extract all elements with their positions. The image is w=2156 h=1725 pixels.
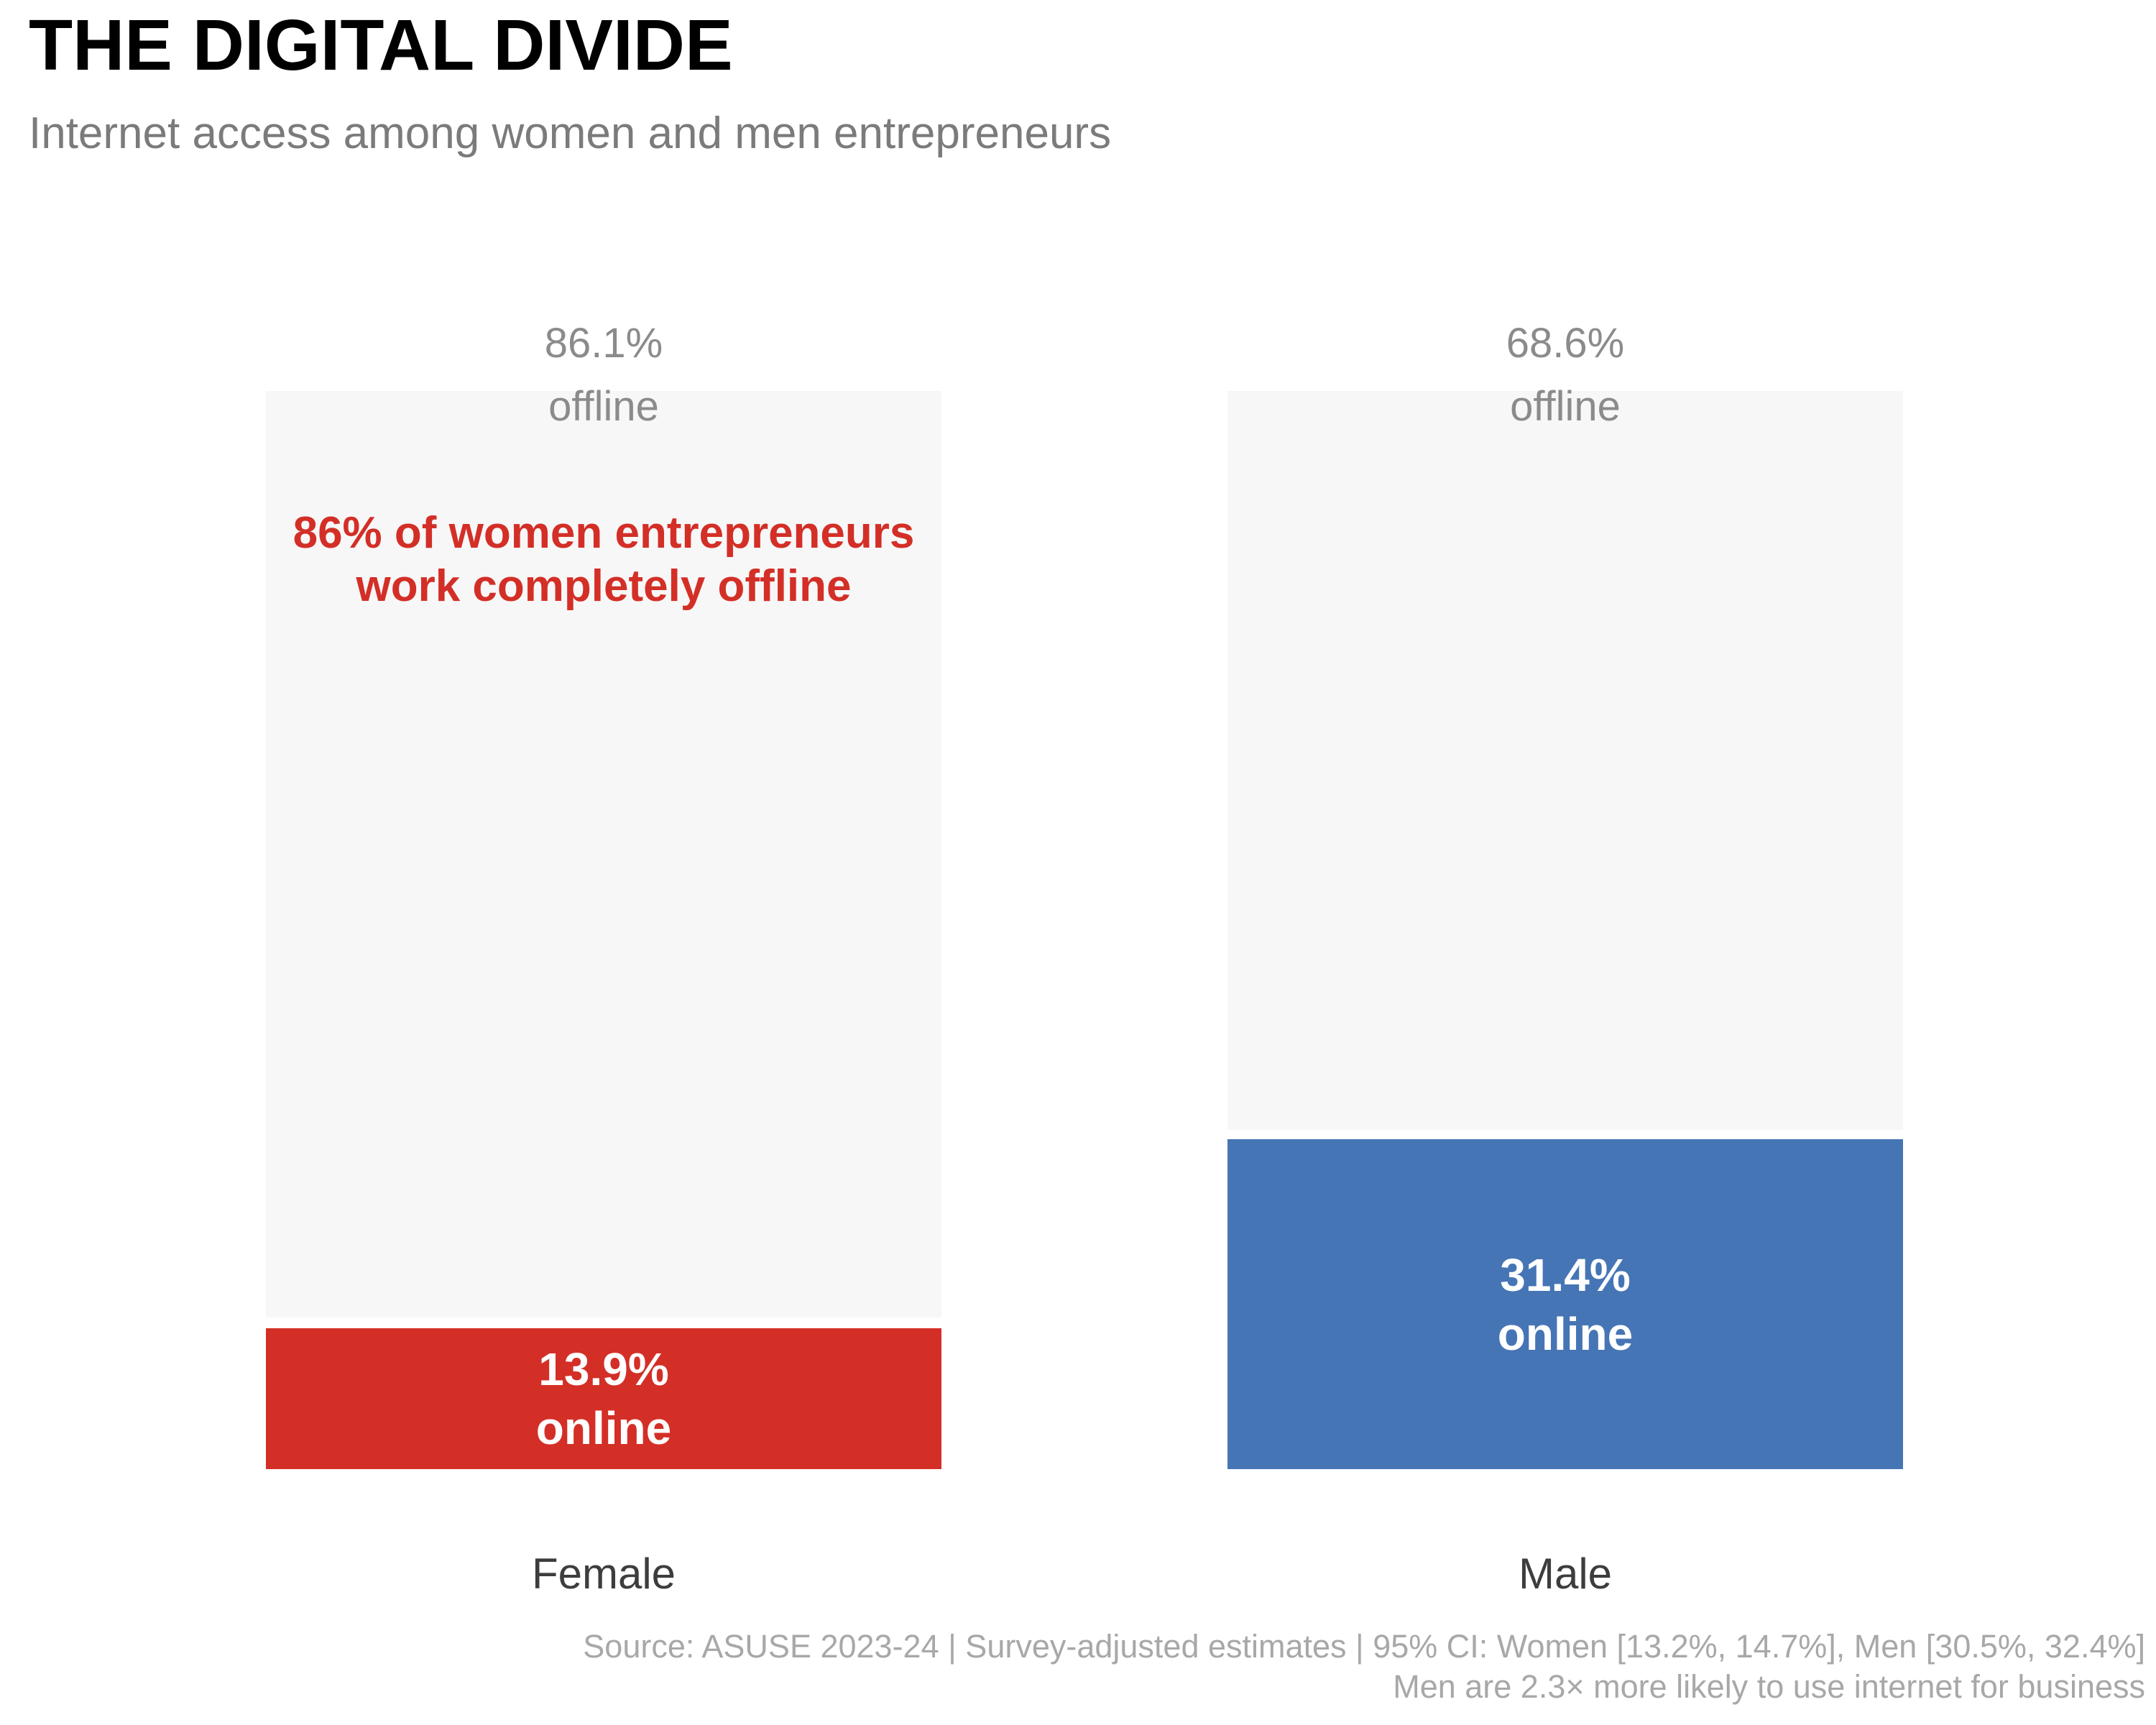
male-online-word: online [1497, 1307, 1634, 1360]
female-online-word: online [535, 1402, 672, 1454]
page-subtitle: Internet access among women and men entr… [29, 109, 1112, 158]
female-offline-pct: 86.1% [544, 320, 663, 367]
female-axis-label: Female [531, 1550, 676, 1598]
male-online-label: 31.4% online [1227, 1139, 1903, 1469]
male-offline-pct: 68.6% [1506, 320, 1625, 367]
source-line: Source: ASUSE 2023-24 | Survey-adjusted … [583, 1628, 2145, 1665]
page-title: THE DIGITAL DIVIDE [29, 5, 733, 86]
male-offline-label: 68.6% offline [1227, 312, 1903, 438]
female-offline-bar [266, 391, 941, 1317]
female-annotation: 86% of women entrepreneurs work complete… [266, 507, 941, 613]
female-offline-label: 86.1% offline [266, 312, 941, 438]
female-online-bar [266, 1328, 941, 1469]
female-online-pct: 13.9% [538, 1343, 669, 1395]
source-note: Source: ASUSE 2023-24 | Survey-adjusted … [583, 1627, 2145, 1707]
female-annotation-line2: work completely offline [356, 561, 852, 611]
female-offline-word: offline [548, 383, 659, 430]
male-online-pct: 31.4% [1500, 1248, 1631, 1301]
female-online-label: 13.9% online [266, 1328, 941, 1469]
female-annotation-line1: 86% of women entrepreneurs [292, 508, 915, 558]
male-offline-bar [1227, 391, 1903, 1130]
male-axis-label: Male [1518, 1550, 1613, 1598]
male-online-bar [1227, 1139, 1903, 1469]
male-offline-word: offline [1510, 383, 1621, 430]
ratio-line: Men are 2.3× more likely to use internet… [1393, 1668, 2145, 1705]
